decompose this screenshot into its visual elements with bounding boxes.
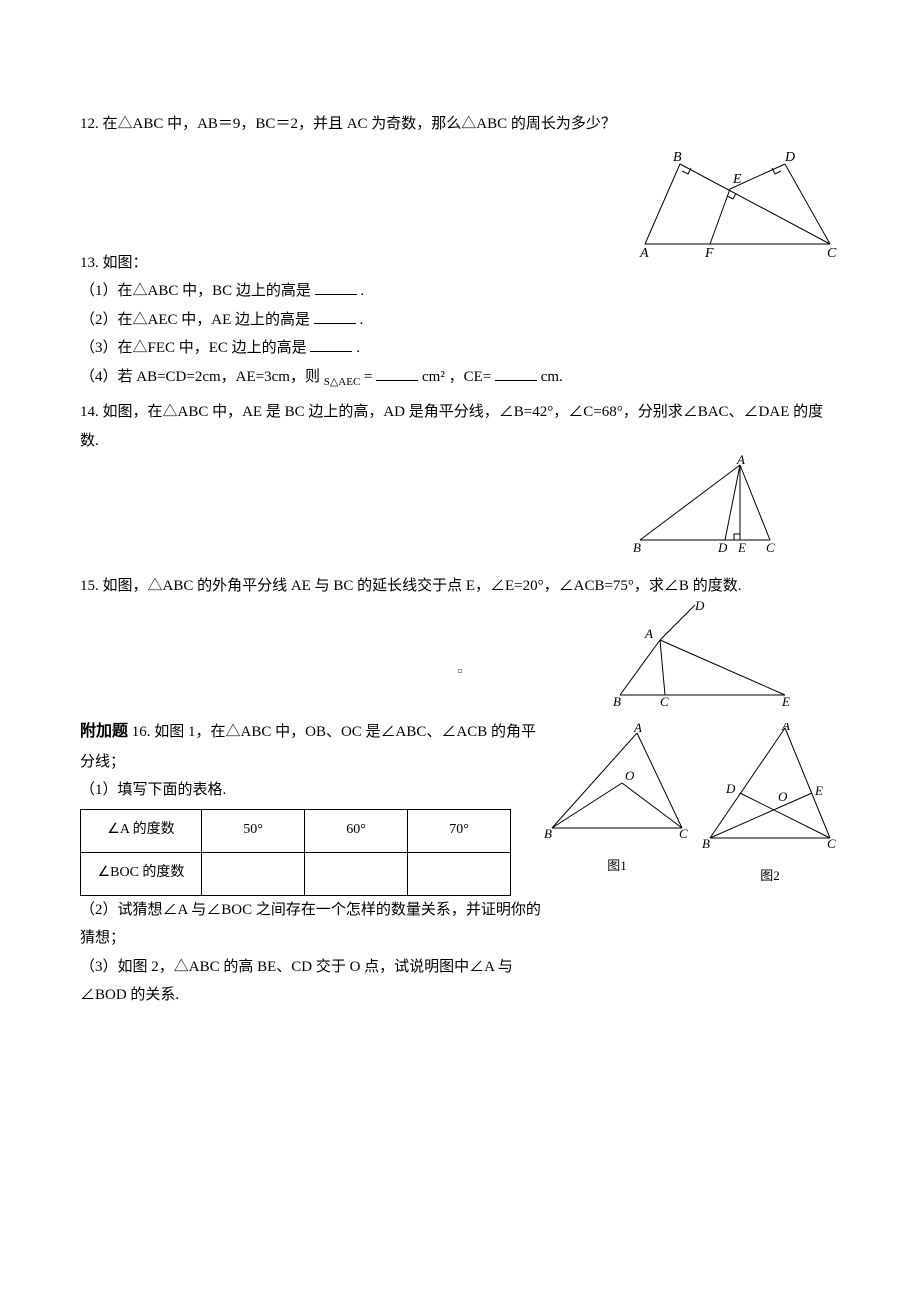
fig2-caption: 图2 [700,864,840,889]
q13-sub: S△AEC [324,376,361,388]
label-A: A [633,723,642,735]
label-A: A [781,723,790,733]
label-C: C [660,694,669,709]
period: . [360,312,364,328]
cell [305,852,408,895]
label-E: E [814,783,823,798]
fig1-caption: 图1 [542,854,692,879]
eq: = [364,369,372,385]
q13-text-block: 13. 如图： （1）在△ABC 中，BC 边上的高是 . （2）在△AEC 中… [80,149,635,393]
blank [310,336,352,352]
label-E: E [732,172,742,187]
label-E: E [737,540,746,555]
cell: 70° [408,809,511,852]
q16-p3: （3）如图 2，△ABC 的高 BE、CD 交于 O 点，试说明图中∠A 与∠B… [80,953,542,1010]
q16-text-block: 附加题 16. 如图 1，在△ABC 中，OB、OC 是∠ABC、∠ACB 的角… [80,717,542,1009]
q16-num: 16. [132,724,151,740]
label-C: C [827,836,836,851]
question-15: 15. 如图，△ABC 的外角平分线 AE 与 BC 的延长线交于点 E，∠E=… [80,572,840,721]
cell [408,852,511,895]
label-D: D [725,781,736,796]
question-14: 14. 如图，在△ABC 中，AE 是 BC 边上的高，AD 是角平分线，∠B=… [80,398,840,566]
q14-figure: A B C D E [630,455,780,555]
blank [376,365,418,381]
q13-p1: （1）在△ABC 中，BC 边上的高是 [80,283,311,299]
label-B: B [613,694,621,709]
question-13: 13. 如图： （1）在△ABC 中，BC 边上的高是 . （2）在△AEC 中… [80,149,840,393]
label-A: A [736,455,745,467]
unit2: cm. [541,369,563,385]
cell [202,852,305,895]
q16-prefix: 附加题 [80,723,128,740]
label-O: O [625,768,635,783]
label-A: A [644,626,653,641]
blank [315,279,357,295]
sep: ，CE= [449,369,492,385]
q13-p3: （3）在△FEC 中，EC 边上的高是 [80,340,307,356]
q13-figure: A B C D E F [635,149,840,270]
label-C: C [679,826,688,841]
q13-p2: （2）在△AEC 中，AE 边上的高是 [80,312,310,328]
label-C: C [766,540,775,555]
question-12: 12. 在△ABC 中，AB＝9，BC＝2，并且 AC 为奇数，那么△ABC 的… [80,110,840,139]
label-B: B [544,826,552,841]
q16-table: ∠A 的度数 50° 60° 70° ∠BOC 的度数 [80,809,511,896]
cell: 60° [305,809,408,852]
q16-p1: （1）填写下面的表格. [80,776,542,805]
q16-p2: （2）试猜想∠A 与∠BOC 之间存在一个怎样的数量关系，并证明你的猜想； [80,896,542,953]
q12-num: 12. [80,116,99,132]
cell: ∠BOC 的度数 [81,852,202,895]
q15-figure: A B C D E [610,600,800,710]
q13-label: 如图： [103,255,148,271]
unit1: cm² [422,369,445,385]
label-D: D [717,540,728,555]
label-D: D [784,150,795,165]
period: . [356,340,360,356]
label-F: F [704,246,714,259]
label-C: C [827,246,837,259]
q14-text: 14. 如图，在△ABC 中，AE 是 BC 边上的高，AD 是角平分线，∠B=… [80,398,840,455]
label-E: E [781,694,790,709]
q12-text: 在△ABC 中，AB＝9，BC＝2，并且 AC 为奇数，那么△ABC 的周长为多… [103,116,616,132]
label-B: B [673,150,682,165]
label-O: O [778,789,788,804]
q15-text: 15. 如图，△ABC 的外角平分线 AE 与 BC 的延长线交于点 E，∠E=… [80,572,840,601]
blank [314,308,356,324]
cell: 50° [202,809,305,852]
q16-figures: A B C O 图1 [542,717,840,888]
label-B: B [633,540,641,555]
q13-p4a: （4）若 AB=CD=2cm，AE=3cm，则 [80,369,320,385]
period: . [360,283,364,299]
q13-num: 13. [80,255,99,271]
label-D: D [694,600,705,613]
center-mark-icon: ▫ [457,663,463,680]
blank [495,365,537,381]
question-16: 附加题 16. 如图 1，在△ABC 中，OB、OC 是∠ABC、∠ACB 的角… [80,717,840,1009]
label-A: A [639,246,649,259]
label-B: B [702,836,710,851]
cell: ∠A 的度数 [81,809,202,852]
